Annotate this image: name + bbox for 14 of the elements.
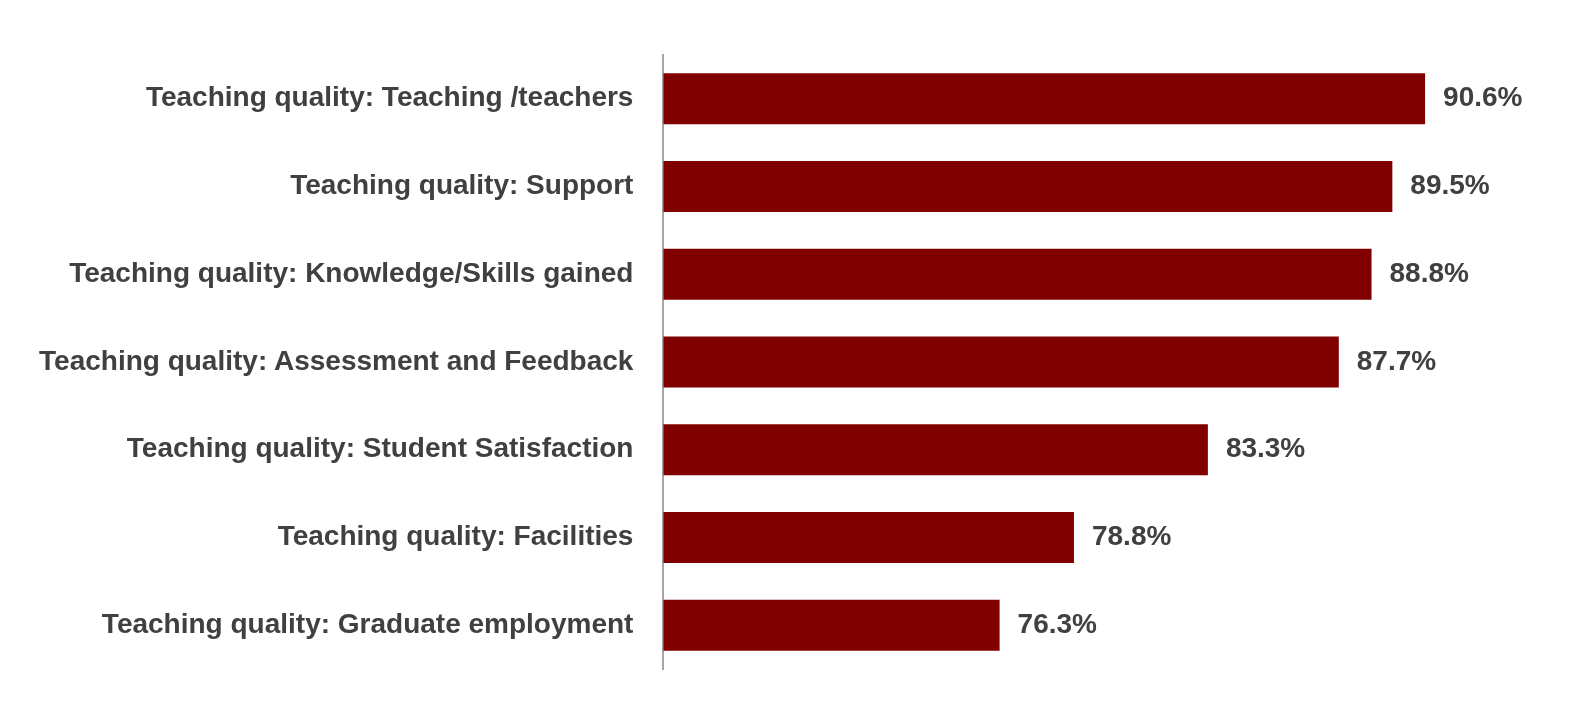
data-label: 83.3% [1225,432,1306,464]
data-label: 90.6% [1443,81,1523,113]
y-tick-label: Teaching quality: Student Satisfaction [126,432,634,464]
data-label: 88.8% [1389,256,1470,288]
data-label: 76.3% [1017,608,1098,640]
y-tick-label: Teaching quality: Graduate employment [101,608,634,640]
y-tick-label: Teaching quality: Facilities [277,520,634,552]
data-label: 78.8% [1091,520,1172,552]
y-tick-label: Teaching quality: Knowledge/Skills gained [69,256,634,288]
y-tick-label: Teaching quality: Support [290,169,634,201]
y-tick-label: Teaching quality: Teaching /teachers [145,81,634,113]
data-label: 87.7% [1356,344,1437,376]
data-label: 89.5% [1410,169,1490,201]
y-tick-label: Teaching quality: Assessment and Feedback [39,344,634,376]
